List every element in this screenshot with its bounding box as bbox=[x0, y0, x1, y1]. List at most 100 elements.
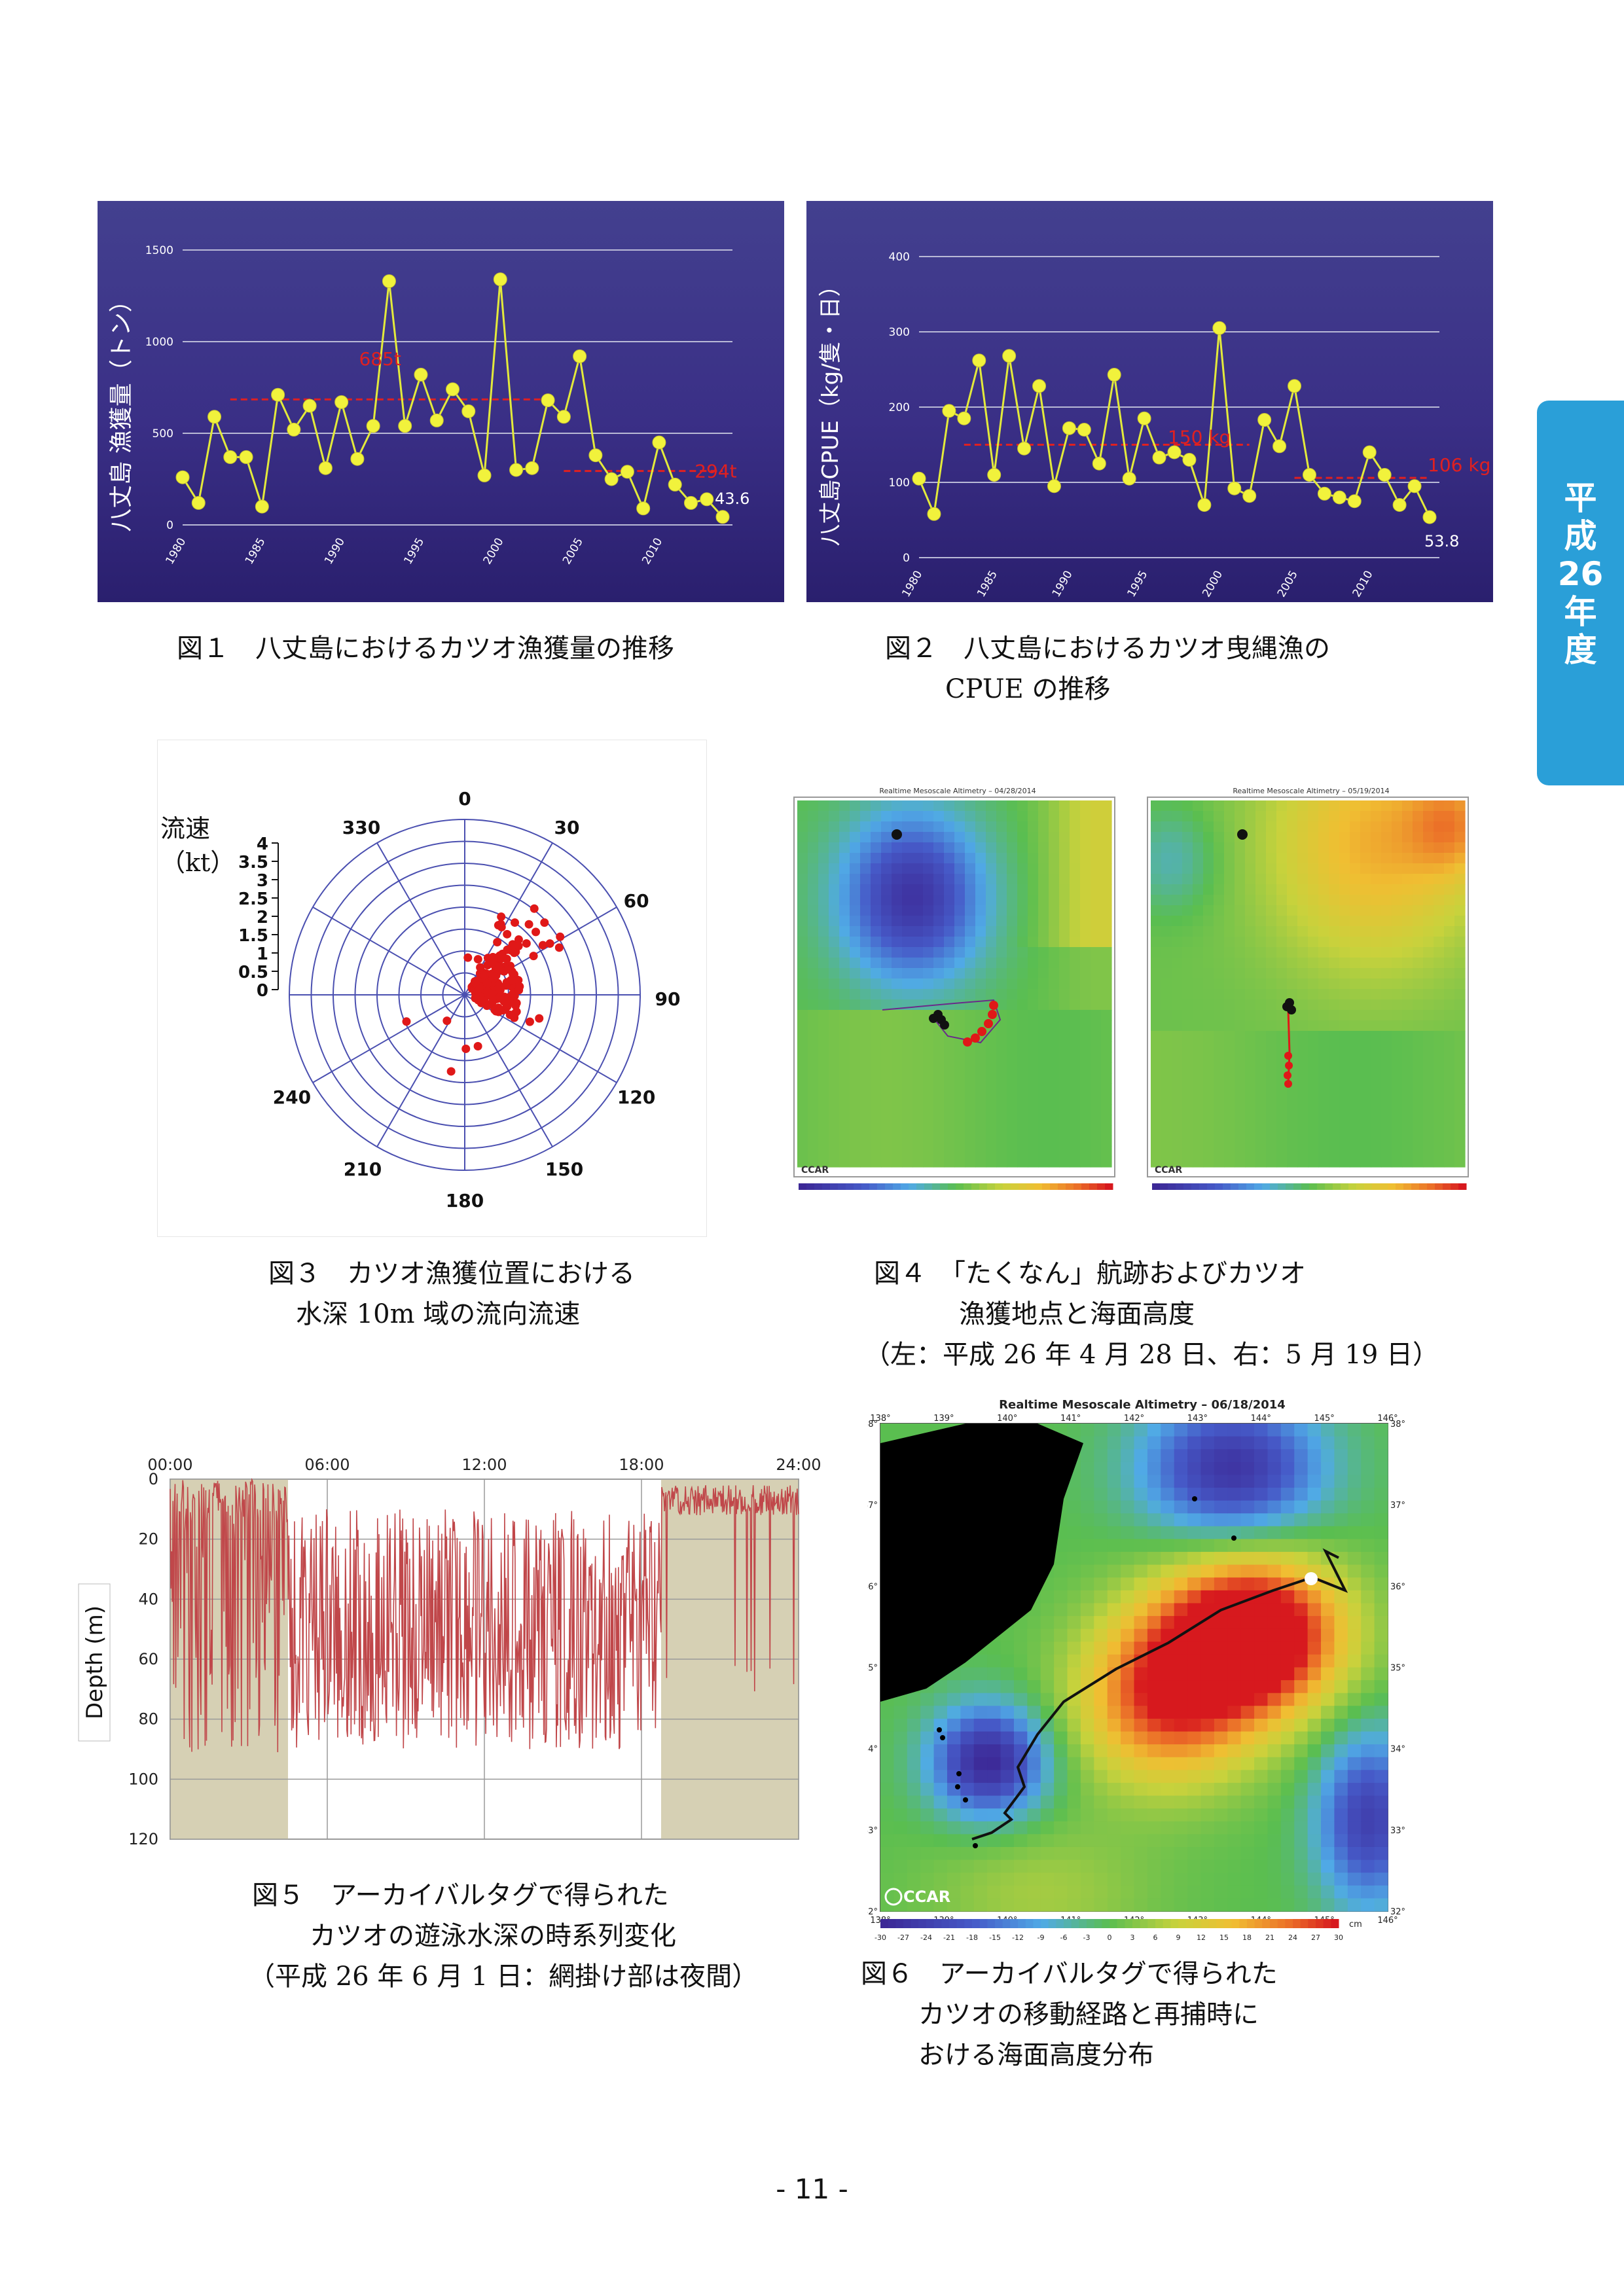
speed-unit-label: 流速 （kt） bbox=[160, 812, 235, 880]
data-point bbox=[683, 495, 698, 510]
data-point bbox=[350, 452, 365, 466]
tab-char: 26 bbox=[1557, 555, 1604, 593]
island-mark bbox=[1287, 1005, 1296, 1014]
catch-point bbox=[977, 1027, 986, 1036]
caption-line: 図３ カツオ漁獲位置における bbox=[268, 1259, 635, 1289]
speed-tick-label: 3 bbox=[257, 871, 268, 891]
data-point bbox=[604, 472, 619, 486]
figure-4-ssh-maps: Realtime Mesoscale Altimetry – 04/28/201… bbox=[793, 787, 1469, 1190]
annotation-label: 53.8 bbox=[1424, 532, 1459, 550]
y-tick-label: 100 bbox=[128, 1770, 158, 1788]
figure-6-ssh-track-map: Realtime Mesoscale Altimetry – 06/18/201… bbox=[867, 1398, 1405, 1942]
current-point bbox=[488, 989, 497, 998]
data-point bbox=[1257, 413, 1272, 427]
current-point bbox=[535, 1014, 544, 1023]
island-mark bbox=[1285, 998, 1294, 1007]
angle-label: 330 bbox=[342, 817, 380, 838]
polar-spoke bbox=[312, 994, 465, 1083]
catch-point bbox=[1285, 1062, 1293, 1069]
y-tick-label: 200 bbox=[889, 401, 910, 414]
caption-line: （平成 26 年 6 月 1 日：網掛け部は夜間） bbox=[249, 1962, 759, 1992]
data-point bbox=[1377, 468, 1392, 482]
data-point bbox=[1062, 421, 1076, 435]
data-point bbox=[541, 393, 555, 408]
catch-point bbox=[984, 1019, 993, 1028]
colorbar-tick-label: -9 bbox=[1038, 1933, 1045, 1942]
colorbar-tick-label: -3 bbox=[1083, 1933, 1091, 1942]
current-point bbox=[480, 971, 489, 980]
colorbar-unit: cm bbox=[1349, 1920, 1362, 1929]
year-side-tab: 平 成 26 年 度 bbox=[1537, 401, 1624, 785]
x-tick-label: 12:00 bbox=[461, 1456, 507, 1474]
tab-char: 成 bbox=[1564, 517, 1597, 555]
caption-line: 図５ アーカイバルタグで得られた bbox=[252, 1880, 669, 1910]
y-tick-label: 500 bbox=[153, 427, 173, 440]
current-point bbox=[532, 927, 541, 937]
current-point bbox=[473, 1042, 482, 1051]
island-mark bbox=[973, 1843, 978, 1848]
data-point bbox=[1272, 439, 1287, 454]
data-point bbox=[942, 404, 956, 418]
data-point bbox=[1182, 453, 1197, 467]
x-tick-label: 24:00 bbox=[776, 1456, 821, 1474]
lat-tick-label: 38° bbox=[867, 1420, 878, 1429]
lon-tick-label: 142° bbox=[1124, 1414, 1144, 1424]
caption-line: CPUE の推移 bbox=[945, 674, 1111, 704]
data-point bbox=[620, 465, 634, 479]
lat-tick-label: 34° bbox=[867, 1745, 878, 1755]
y-tick-label: 20 bbox=[138, 1530, 158, 1549]
y-axis-label: 八丈島CPUE（kg/隻・日） bbox=[818, 274, 844, 546]
colorbar-tick-label: 27 bbox=[1311, 1933, 1320, 1942]
speed-unit: （kt） bbox=[160, 848, 236, 877]
current-point bbox=[512, 999, 521, 1008]
x-tick-label: 00:00 bbox=[147, 1456, 192, 1474]
angle-label: 150 bbox=[545, 1158, 583, 1180]
caption-line: カツオの移動経路と再捕時に bbox=[918, 2000, 1259, 2030]
data-point bbox=[1047, 479, 1061, 493]
ccar-logo: CCAR bbox=[801, 1165, 829, 1175]
data-point bbox=[302, 399, 317, 413]
land-mass bbox=[880, 1424, 1083, 1702]
y-axis-label-group: Depth (m) bbox=[78, 1583, 111, 1742]
current-point bbox=[514, 935, 523, 944]
data-point bbox=[255, 499, 269, 514]
caption-line: カツオの遊泳水深の時系列変化 bbox=[310, 1921, 676, 1951]
polar-spoke bbox=[376, 842, 465, 996]
data-point bbox=[1107, 368, 1121, 382]
tab-char: 年 bbox=[1564, 593, 1597, 631]
data-point bbox=[1152, 450, 1166, 465]
current-point bbox=[446, 1067, 456, 1076]
y-tick-label: 300 bbox=[889, 326, 910, 339]
data-point bbox=[1032, 379, 1047, 393]
lon-tick-label: 138° bbox=[870, 1414, 890, 1424]
map-title: Realtime Mesoscale Altimetry – 06/18/201… bbox=[999, 1398, 1286, 1412]
lon-tick-label: 146° bbox=[1377, 1916, 1398, 1926]
data-point bbox=[636, 501, 651, 516]
data-point bbox=[700, 492, 714, 507]
annotation-label: 150 kg bbox=[1168, 427, 1231, 448]
current-point bbox=[471, 978, 480, 988]
polar-spoke bbox=[464, 994, 617, 1083]
current-point bbox=[540, 918, 549, 927]
current-point bbox=[538, 941, 547, 950]
colorbar-tick-label: 24 bbox=[1288, 1933, 1297, 1942]
current-point bbox=[473, 955, 482, 964]
caption-line: （左：平成 26 年 4 月 28 日、右：5 月 19 日） bbox=[864, 1340, 1439, 1370]
fish-track bbox=[971, 1548, 1348, 1840]
colorbar-tick-label: -21 bbox=[943, 1933, 955, 1942]
speed-tick-label: 1 bbox=[257, 944, 268, 964]
current-point bbox=[488, 952, 497, 961]
data-point bbox=[1422, 510, 1437, 524]
speed-tick-label: 3.5 bbox=[238, 853, 268, 872]
y-tick-label: 0 bbox=[166, 519, 173, 532]
speed-tick-label: 0 bbox=[257, 981, 268, 1001]
current-point bbox=[545, 939, 554, 948]
data-point bbox=[318, 461, 333, 475]
island-mark bbox=[929, 1014, 938, 1023]
data-point bbox=[1242, 489, 1257, 503]
catch-point bbox=[1284, 1071, 1291, 1079]
annotation-label: 294t bbox=[695, 461, 736, 482]
vessel-track bbox=[882, 999, 1001, 1044]
y-tick-label: 60 bbox=[138, 1650, 158, 1668]
current-point bbox=[508, 976, 517, 985]
